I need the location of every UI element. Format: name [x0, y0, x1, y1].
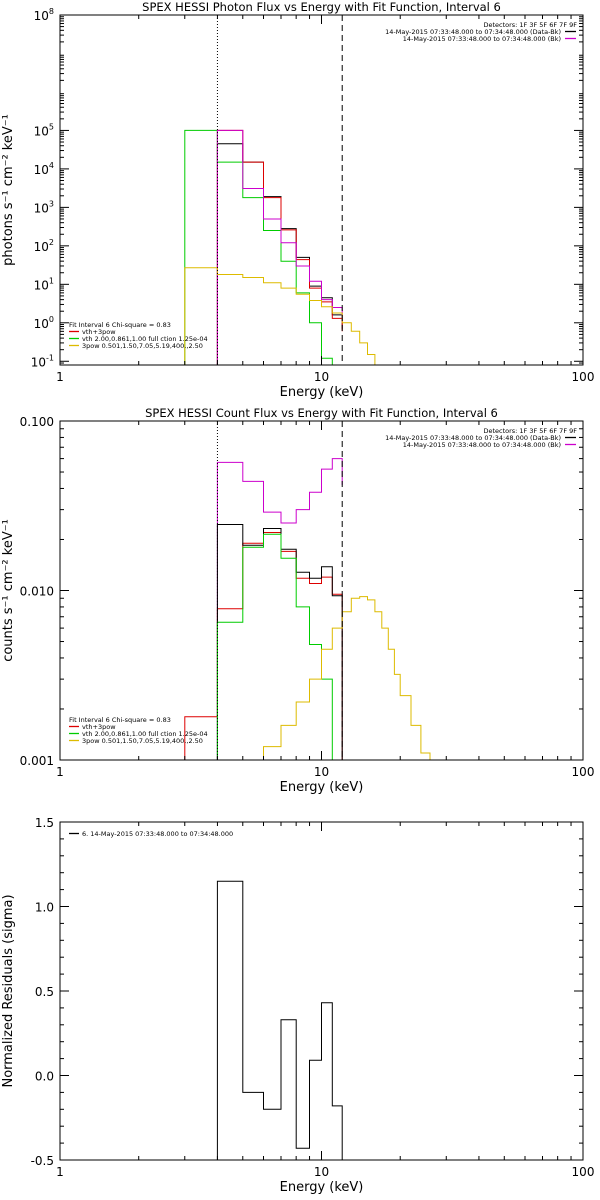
series-line-2 [184, 532, 343, 760]
series-line-4 [184, 533, 343, 760]
x-tick-label: 1 [56, 765, 64, 779]
legend-entry: vth 2.00,0.861,1.00 full ction 1.25e-04 [82, 730, 208, 738]
plot-frame [59, 821, 584, 1161]
x-tick-label: 100 [572, 765, 595, 779]
legend-entry: 6. 14-May-2015 07:33:48.000 to 07:34:48.… [82, 830, 233, 838]
legend-fit: 6. 14-May-2015 07:33:48.000 to 07:34:48.… [69, 830, 233, 838]
legend-entry: 3pow 0.501,1.50,7.05,5.19,400.,2.50 [82, 737, 203, 745]
x-axis-label: Energy (keV) [280, 1180, 364, 1195]
legend-title: Fit Interval 6 Chi-square = 0.83 [69, 716, 171, 724]
chart-title: SPEX HESSI Photon Flux vs Energy with Fi… [142, 0, 501, 14]
y-axis: 1.5 1.0 0.5 0.0 -0.5 [31, 816, 583, 1168]
x-tick-label: 10 [314, 370, 329, 384]
series-group [184, 458, 439, 760]
legend-entry: 14-May-2015 07:33:48.000 to 07:34:48.000… [385, 28, 561, 36]
y-tick-label: 0.010 [20, 585, 54, 599]
y-axis-label: Normalized Residuals (sigma) [1, 894, 16, 1087]
y-tick-label: 101 [34, 276, 54, 292]
y-axis-label: photons s⁻¹ cm⁻² keV⁻¹ [1, 114, 16, 266]
series-line-3 [216, 524, 343, 760]
y-tick-label: 0.001 [20, 754, 54, 768]
x-tick-label: 10 [314, 1165, 329, 1179]
chart-panel-3: 1 10 100 Energy (keV) 1.5 1.0 0.5 0.0 -0.5 Normal… [1, 816, 594, 1195]
y-tick-label: 108 [34, 7, 54, 23]
series-line-1 [216, 880, 343, 1160]
x-tick-label: 100 [572, 1165, 595, 1179]
y-tick-label: 0.100 [20, 415, 54, 429]
legend-detectors: Detectors: 1F 3F 5F 6F 7F 9F14-May-2015 … [385, 427, 577, 449]
x-tick-label: 1 [56, 1165, 64, 1179]
y-tick-label: 0.5 [35, 985, 54, 999]
chart-title: SPEX HESSI Count Flux vs Energy with Fit… [145, 406, 498, 420]
x-axis: 1 10 100 [56, 15, 594, 384]
series-group [184, 129, 376, 365]
legend-fit: Fit Interval 6 Chi-square = 0.83vth+3pow… [69, 321, 208, 350]
series-line-1 [216, 143, 343, 365]
series-line-4 [216, 129, 343, 365]
x-tick-label: 1 [56, 370, 64, 384]
legend-detectors: Detectors: 1F 3F 5F 6F 7F 9F14-May-2015 … [385, 21, 577, 43]
legend-entry: vth+3pow [82, 328, 116, 336]
legend-title: Detectors: 1F 3F 5F 6F 7F 9F [483, 427, 577, 435]
y-axis: 0.100 0.010 0.001 [20, 415, 583, 768]
y-axis: 10-1 100 101 102 103 104 105 108 [31, 7, 583, 369]
y-tick-label: 104 [34, 161, 54, 177]
legend-entry: vth+3pow [82, 723, 116, 731]
y-tick-label: 103 [34, 199, 54, 215]
plot-frame [59, 14, 584, 366]
y-axis-label: counts s⁻¹ cm⁻² keV⁻¹ [1, 519, 16, 662]
x-axis: 1 10 100 [56, 822, 594, 1179]
series-group [216, 880, 343, 1160]
y-tick-label: 102 [34, 238, 54, 254]
series-line-3 [184, 129, 333, 365]
legend-entry: vth 2.00,0.861,1.00 full ction 1.25e-04 [82, 335, 208, 343]
chart-panel-1: SPEX HESSI Photon Flux vs Energy with Fi… [1, 0, 594, 400]
legend-title: Fit Interval 6 Chi-square = 0.83 [69, 321, 171, 329]
x-axis: 1 10 100 [56, 421, 594, 779]
y-tick-label: 1.0 [35, 901, 54, 915]
x-tick-label: 10 [314, 765, 329, 779]
legend-title: Detectors: 1F 3F 5F 6F 7F 9F [483, 21, 577, 29]
y-tick-label: 100 [34, 315, 54, 331]
legend-fit: Fit Interval 6 Chi-square = 0.83vth+3pow… [69, 716, 208, 745]
y-tick-label: 1.5 [35, 816, 54, 830]
y-tick-label: 0.0 [35, 1070, 54, 1084]
y-tick-label: -0.5 [31, 1154, 54, 1168]
x-axis-label: Energy (keV) [280, 385, 364, 400]
x-axis-label: Energy (keV) [280, 780, 364, 795]
series-line-1 [216, 458, 343, 760]
chart-panel-2: SPEX HESSI Count Flux vs Energy with Fit… [1, 406, 594, 795]
series-line-2 [216, 129, 343, 365]
series-line-5 [184, 596, 439, 760]
legend-entry: 14-May-2015 07:33:48.000 to 07:34:48.000… [403, 441, 561, 449]
legend-entry: 3pow 0.501,1.50,7.05,5.19,400.,2.50 [82, 342, 203, 350]
y-tick-label: 105 [34, 122, 54, 138]
series-line-5 [184, 267, 376, 365]
y-tick-label: 10-1 [31, 353, 54, 369]
legend-entry: 14-May-2015 07:33:48.000 to 07:34:48.000… [403, 35, 561, 43]
legend-entry: 14-May-2015 07:33:48.000 to 07:34:48.000… [385, 434, 561, 442]
x-tick-label: 100 [572, 370, 595, 384]
